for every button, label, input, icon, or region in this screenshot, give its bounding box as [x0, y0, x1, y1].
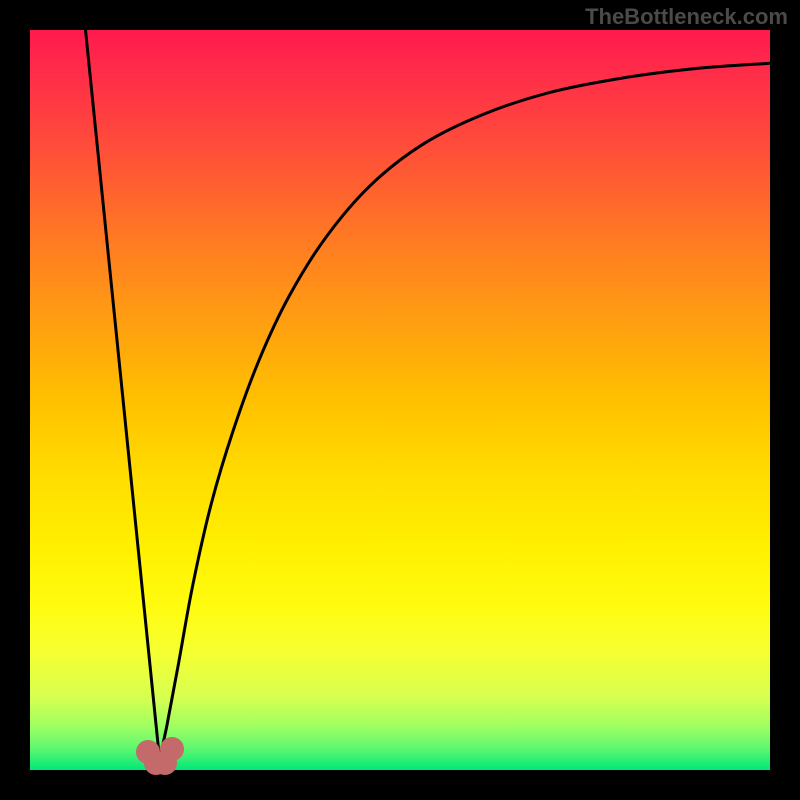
curve-right-branch	[160, 63, 771, 759]
watermark-text: TheBottleneck.com	[585, 4, 788, 30]
chart-container: TheBottleneck.com	[0, 0, 800, 800]
curve-layer	[30, 30, 770, 770]
curve-left-branch	[86, 30, 160, 759]
plot-area	[30, 30, 770, 770]
